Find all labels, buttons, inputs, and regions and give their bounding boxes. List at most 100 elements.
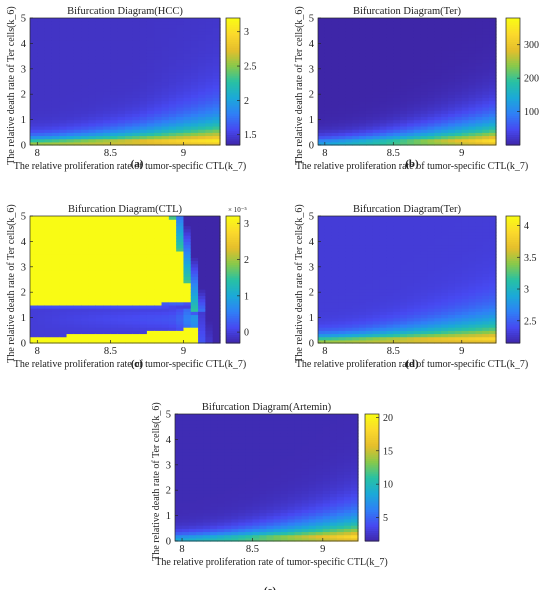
heatmap-cell [168, 304, 177, 309]
heatmap-cell [365, 327, 374, 331]
heatmap-cell [59, 68, 68, 73]
heatmap-cell [125, 43, 133, 48]
heatmap-cell [331, 33, 340, 38]
heatmap-cell [88, 65, 97, 70]
heatmap-cell [468, 52, 477, 57]
heatmap-cell [196, 455, 204, 460]
heatmap-cell [30, 336, 38, 341]
heatmap-cell [331, 106, 340, 111]
heatmap-cell [393, 273, 401, 277]
heatmap-cell [217, 461, 225, 466]
heatmap-cell [448, 241, 456, 246]
heatmap-cell [434, 24, 442, 29]
heatmap-cell [400, 27, 408, 32]
heatmap-cell [73, 113, 82, 118]
colorbar-segment [506, 34, 520, 38]
heatmap-cell [146, 285, 155, 290]
heatmap-cell [359, 263, 367, 268]
heatmap-cell [400, 289, 408, 293]
heatmap-cell [110, 222, 119, 227]
heatmap-cell [224, 521, 232, 526]
heatmap-cell [454, 75, 463, 79]
heatmap-cell [420, 235, 429, 239]
heatmap-cell [413, 71, 422, 76]
heatmap-cell [324, 244, 333, 249]
heatmap-cell [407, 339, 415, 344]
heatmap-cell [427, 225, 435, 230]
heatmap-cell [125, 68, 133, 73]
heatmap-cell [154, 81, 163, 86]
heatmap-cell [352, 244, 360, 249]
heatmap-cell [238, 480, 246, 485]
heatmap-cell [30, 106, 38, 111]
heatmap-cell [88, 314, 97, 319]
colorbar-segment [506, 262, 520, 266]
heatmap-cell [482, 122, 490, 127]
heatmap-cell [420, 247, 429, 252]
heatmap-cell [393, 317, 401, 322]
heatmap-cell [441, 273, 449, 277]
heatmap-cell [393, 116, 401, 121]
heatmap-cell [345, 292, 353, 296]
heatmap-cell [198, 113, 206, 118]
heatmap-cell [190, 56, 199, 60]
heatmap-cell [117, 132, 126, 137]
heatmap-cell [88, 46, 97, 51]
heatmap-cell [379, 75, 388, 79]
heatmap-cell [132, 225, 141, 230]
heatmap-cell [44, 129, 53, 133]
heatmap-cell [224, 471, 232, 475]
heatmap-cell [386, 27, 394, 32]
heatmap-cell [37, 266, 46, 271]
colorbar-segment [226, 298, 240, 302]
heatmap-cell [231, 439, 239, 444]
heatmap-cell [37, 68, 46, 73]
heatmap-cell [427, 84, 435, 89]
heatmap-cell [198, 231, 206, 236]
heatmap-cell [176, 327, 185, 331]
heatmap-cell [482, 138, 490, 143]
heatmap-cell [454, 87, 463, 92]
heatmap-cell [37, 222, 46, 227]
heatmap-cell [161, 33, 170, 38]
heatmap-cell [182, 471, 190, 475]
heatmap-cell [224, 487, 232, 491]
heatmap-cell [324, 138, 333, 143]
heatmap-cell [475, 257, 483, 262]
heatmap-cell [103, 18, 111, 22]
heatmap-cell [51, 97, 60, 102]
heatmap-cell [245, 509, 254, 514]
heatmap-cell [73, 257, 82, 262]
heatmap-cell [132, 138, 141, 143]
heatmap-cell [359, 323, 367, 328]
heatmap-cell [461, 285, 470, 290]
heatmap-cell [183, 46, 192, 51]
heatmap-cell [88, 91, 97, 95]
heatmap-cell [331, 122, 340, 127]
heatmap-cell [359, 24, 367, 29]
heatmap-cell [245, 442, 254, 447]
heatmap-cell [66, 336, 75, 341]
heatmap-cell [420, 339, 429, 344]
heatmap-cell [81, 257, 90, 262]
colorbar-segment [226, 323, 240, 327]
heatmap-cell [198, 289, 206, 293]
heatmap-cell [427, 327, 435, 331]
heatmap-cell [161, 333, 170, 338]
heatmap-cell [205, 40, 214, 44]
heatmap-cell [212, 254, 221, 258]
colorbar-segment [506, 330, 520, 334]
colorbar-segment [506, 37, 520, 40]
heatmap-cell [146, 65, 155, 70]
heatmap-cell [212, 21, 221, 25]
heatmap-cell [117, 141, 126, 146]
heatmap-cell [154, 216, 163, 220]
heatmap-cell [365, 260, 374, 265]
heatmap-cell [413, 116, 422, 121]
heatmap-cell [413, 333, 422, 338]
heatmap-cell [168, 295, 177, 300]
heatmap-cell [88, 141, 97, 146]
heatmap-cell [413, 298, 422, 303]
heatmap-cell [51, 52, 60, 57]
heatmap-cell [448, 59, 456, 64]
